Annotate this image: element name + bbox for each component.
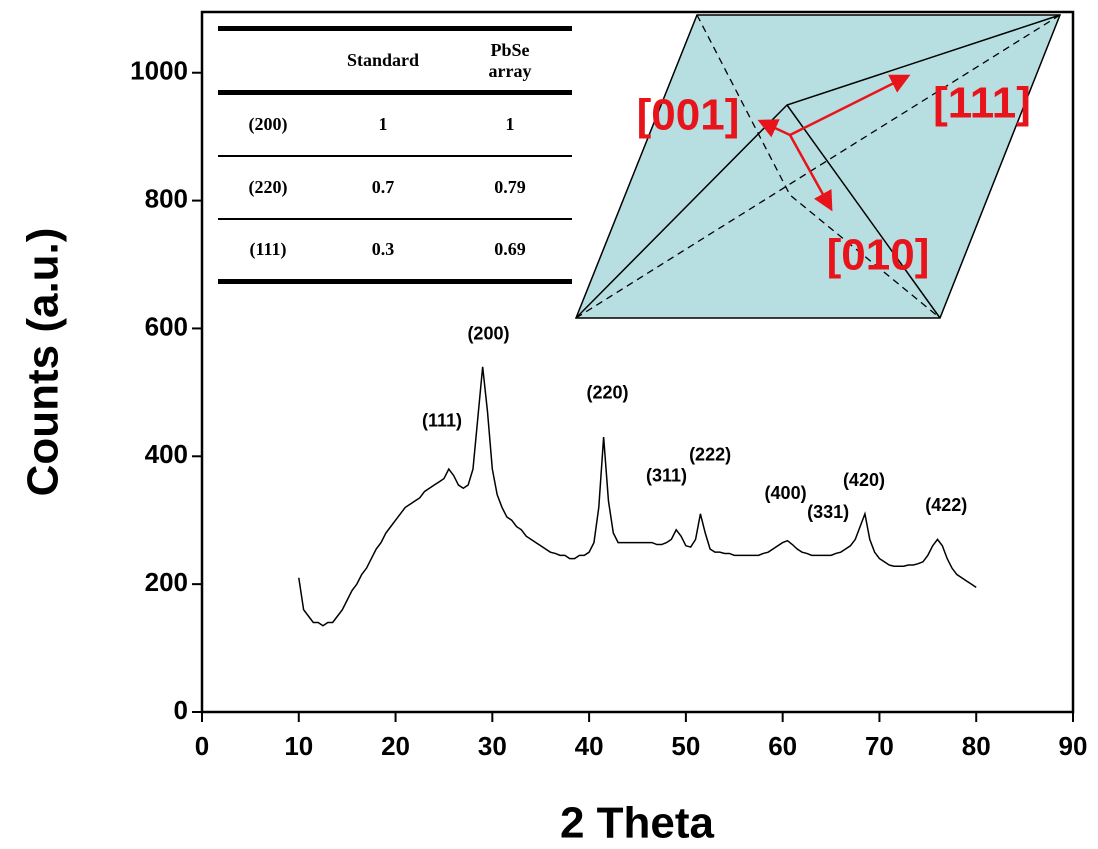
x-tick-label: 70 [865, 731, 894, 761]
y-tick-label: 600 [145, 311, 188, 341]
peak-label: (420) [843, 470, 885, 490]
peak-label: (422) [925, 495, 967, 515]
plot-frame [200, 10, 1075, 714]
table-row: (200) 1 1 [218, 93, 572, 156]
x-tick-label: 10 [284, 731, 313, 761]
direction-label: [111] [933, 79, 1031, 128]
table-cell: 0.7 [371, 176, 395, 197]
arrow [788, 134, 833, 212]
peak-label: (200) [467, 324, 509, 344]
table-cell: 0.3 [371, 238, 395, 259]
table-cell: 0.79 [494, 176, 526, 197]
column-header-text: PbSe array [488, 39, 532, 81]
x-tick-label: 20 [381, 731, 410, 761]
table-cell: 1 [378, 114, 388, 135]
arrow [789, 74, 911, 137]
edge [786, 104, 941, 319]
direction-label: [010] [827, 231, 930, 280]
y-tick-label: 400 [145, 439, 188, 469]
peak-label: (311) [646, 465, 687, 485]
peak-label: (400) [765, 483, 807, 503]
x-axis-title: 2 Theta [560, 799, 715, 848]
data-line [298, 366, 977, 627]
table-row: (111) 0.3 0.69 [218, 219, 572, 282]
column-header: PbSe array [448, 29, 572, 93]
table-cell: 1 [505, 114, 515, 135]
inset-table: Standard PbSe array (200) 1 1 (220) 0.7 0.79(… [218, 26, 572, 284]
y-tick-label: 1000 [130, 56, 188, 86]
row-label: (111) [249, 238, 287, 259]
peak-label: (331) [807, 502, 849, 522]
x-tick-label: 90 [1059, 731, 1088, 761]
y-tick-label: 800 [145, 183, 188, 213]
row-label: (200) [248, 114, 288, 135]
table-body: (200) 1 1 (220) 0.7 0.79 (111) 0.3 0.69 [218, 93, 572, 282]
row-label: (220) [248, 176, 288, 197]
y-tick-label: 0 [174, 695, 188, 725]
x-tick-label: 80 [962, 731, 991, 761]
table-cell: 0.69 [494, 238, 526, 259]
peak-label: (220) [586, 382, 628, 402]
x-tick-label: 60 [768, 731, 797, 761]
peak-label: (222) [689, 444, 731, 464]
table-row: (220) 0.7 0.79 [218, 156, 572, 219]
x-tick-label: 50 [671, 731, 700, 761]
corner-cell [218, 29, 318, 93]
y-tick-label: 200 [145, 567, 188, 597]
x-tick-label: 40 [575, 731, 604, 761]
x-tick-label: 0 [195, 731, 209, 761]
column-header: Standard [346, 50, 420, 70]
peak-label: (111) [422, 411, 462, 431]
header-row: Standard PbSe array [218, 28, 572, 93]
direction-label: [001] [637, 91, 740, 140]
crystal-diagram: [111] [001] [010] [574, 14, 1062, 319]
arrow [757, 119, 791, 138]
x-tick-label: 30 [478, 731, 507, 761]
y-axis-title: Counts (a.u.) [19, 228, 68, 497]
